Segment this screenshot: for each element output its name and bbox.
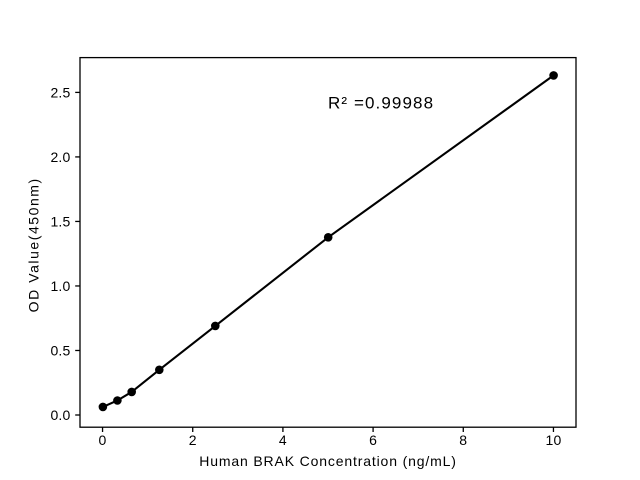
svg-text:0.5: 0.5 — [50, 343, 70, 359]
svg-text:1.0: 1.0 — [50, 278, 70, 294]
svg-text:2.5: 2.5 — [50, 84, 70, 100]
svg-text:Human BRAK Concentration (ng/m: Human BRAK Concentration (ng/mL) — [199, 453, 457, 469]
svg-text:2: 2 — [189, 432, 197, 448]
svg-text:0.0: 0.0 — [50, 407, 70, 423]
svg-text:2.0: 2.0 — [50, 149, 70, 165]
svg-text:10: 10 — [545, 432, 561, 448]
svg-text:4: 4 — [279, 432, 287, 448]
svg-text:0: 0 — [99, 432, 107, 448]
svg-text:OD Value(450nm): OD Value(450nm) — [26, 177, 42, 312]
svg-text:8: 8 — [459, 432, 467, 448]
svg-text:6: 6 — [369, 432, 377, 448]
svg-text:R² =0.99988: R² =0.99988 — [328, 94, 434, 113]
svg-text:1.5: 1.5 — [50, 213, 70, 229]
